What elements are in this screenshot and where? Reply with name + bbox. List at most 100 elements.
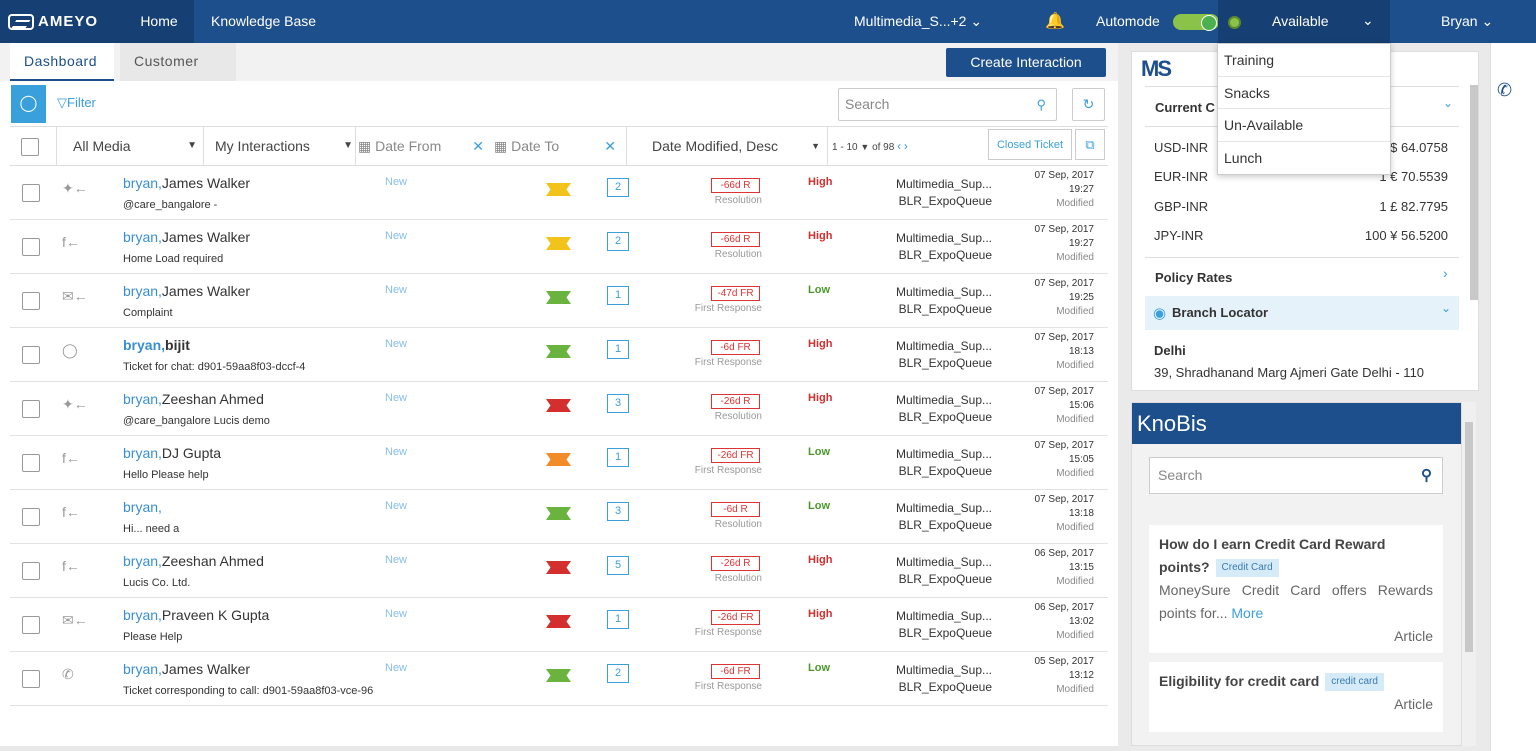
external-link-button[interactable]: ⧉ [1075,129,1105,160]
tab-customer[interactable]: Customer [120,43,236,81]
contact-names[interactable]: bryan,James Walker [123,283,251,299]
bottom-scroll-area [0,746,1118,751]
contact-names[interactable]: bryan,Zeeshan Ahmed [123,391,264,407]
contact-names[interactable]: bryan,James Walker [123,661,251,677]
bell-icon[interactable]: 🔔 [1045,13,1065,30]
user-menu[interactable]: Bryan ⌄ [1441,13,1494,29]
tab-dashboard[interactable]: Dashboard [10,43,114,81]
row-checkbox[interactable] [22,292,40,310]
queue-name: Multimedia_Sup... BLR_ExpoQueue [895,231,992,262]
lightbulb-icon[interactable]: ◯ [11,85,46,123]
table-row[interactable]: ✦← bryan,Zeeshan Ahmed @care_bangalore L… [10,382,1108,436]
message-count-badge: 2 [607,232,629,251]
contact-names[interactable]: bryan,James Walker [123,175,251,191]
interaction-subject: Hi... need a [123,523,180,535]
flag-icon [546,291,571,304]
email-icon: ✉← [62,288,88,304]
status-label: New [385,176,408,188]
flag-icon [546,561,571,574]
closed-ticket-button[interactable]: Closed Ticket [988,129,1072,160]
caret-down-icon: ▼ [860,142,870,152]
row-checkbox[interactable] [22,670,40,688]
status-option-lunch[interactable]: Lunch [1224,149,1263,166]
sla-badge: -66d R [711,232,760,247]
contact-names[interactable]: bryan,Zeeshan Ahmed [123,553,264,569]
sla-badge: -26d FR [711,610,760,625]
branch-address: 39, Shradhanand Marg Ajmeri Gate Delhi -… [1154,365,1425,380]
queue-selector[interactable]: Multimedia_S...+2 ⌄ [854,13,983,29]
chevron-left-icon[interactable]: ‹ [897,139,902,153]
table-row[interactable]: ✉← bryan,James Walker Complaint New 1 -4… [10,274,1108,328]
knowledge-article[interactable]: How do I earn Credit Card Reward points?… [1149,525,1443,653]
table-row[interactable]: ◯ bryan,bijit Ticket for chat: d901-59aa… [10,328,1108,382]
automode-toggle[interactable] [1173,14,1219,31]
status-selector[interactable]: Available ⌄ [1218,0,1390,43]
flag-icon [546,507,571,520]
filter-button[interactable]: ▽Filter [57,95,96,110]
chevron-down-icon[interactable]: ⌄ [1443,96,1454,110]
branch-locator-header[interactable]: ◉ Branch Locator ⌄ [1145,296,1459,330]
clear-icon[interactable]: ✕ [604,138,616,154]
rate-row: EUR-INR 1 € 70.5539 [1154,169,1448,184]
row-checkbox[interactable] [22,346,40,364]
select-all-checkbox[interactable] [21,127,39,165]
sort-select[interactable]: Date Modified, Desc ▼ [652,127,820,165]
interaction-subject: Complaint [123,307,173,319]
sla-badge: -6d FR [711,340,760,355]
status-option-unavailable[interactable]: Un-Available [1218,109,1390,142]
clear-icon[interactable]: ✕ [472,138,484,154]
row-checkbox[interactable] [22,400,40,418]
row-checkbox[interactable] [22,562,40,580]
contact-names[interactable]: bryan, [123,499,162,515]
status-option-training[interactable]: Training [1218,44,1390,77]
pagination[interactable]: 1 - 10 ▼ of 98 ‹ › [832,139,908,153]
date-to-input[interactable]: ▦ Date To ✕ [494,127,616,165]
row-checkbox[interactable] [22,238,40,256]
date-from-input[interactable]: ▦ Date From ✕ [358,127,484,165]
status-option-snacks[interactable]: Snacks [1218,77,1390,109]
more-link[interactable]: More [1231,605,1264,621]
create-interaction-button[interactable]: Create Interaction [946,48,1106,77]
interactions-filter[interactable]: My Interactions ▼ [215,127,353,165]
currency-section-heading[interactable]: Current C [1155,100,1215,115]
policy-rates-heading[interactable]: Policy Rates [1155,270,1233,285]
row-checkbox[interactable] [22,454,40,472]
priority-label: High [808,338,833,350]
sla-badge: -26d FR [711,448,760,463]
refresh-button[interactable]: ↻ [1072,88,1105,121]
table-row[interactable]: ✦← bryan,James Walker @care_bangalore - … [10,166,1108,220]
knowledge-article[interactable]: Eligibility for credit card credit card A… [1149,662,1443,732]
nav-knowledge-base[interactable]: Knowledge Base [211,13,317,29]
article-tag[interactable]: credit card [1325,673,1384,692]
sla-type: Resolution [714,519,762,530]
row-checkbox[interactable] [22,184,40,202]
top-navbar: AMEYO Home Knowledge Base Multimedia_S..… [0,0,1536,43]
chevron-right-icon[interactable]: › [1443,265,1448,281]
chevron-right-icon[interactable]: › [903,139,908,153]
chevron-down-icon: ⌄ [1362,12,1374,28]
contact-names[interactable]: bryan,James Walker [123,229,251,245]
table-row[interactable]: ✆ bryan,James Walker Ticket correspondin… [10,652,1108,706]
nav-home[interactable]: Home [124,0,194,43]
row-checkbox[interactable] [22,508,40,526]
scrollbar[interactable] [1470,85,1478,300]
contact-names[interactable]: bryan,bijit [123,337,190,353]
row-checkbox[interactable] [22,616,40,634]
queue-name: Multimedia_Sup... BLR_ExpoQueue [895,663,992,694]
media-filter[interactable]: All Media ▼ [73,127,203,165]
phone-icon[interactable]: ✆ [1497,80,1513,100]
table-row[interactable]: f← bryan, Hi... need a New 3 -6d R Resol… [10,490,1108,544]
contact-names[interactable]: bryan,Praveen K Gupta [123,607,270,623]
table-row[interactable]: f← bryan,Zeeshan Ahmed Lucis Co. Ltd. Ne… [10,544,1108,598]
knobis-search-input[interactable]: Search ⚲ [1149,457,1443,494]
search-input[interactable]: Search ⚲ [838,88,1057,121]
article-tag[interactable]: Credit Card [1215,559,1279,578]
table-row[interactable]: ✉← bryan,Praveen K Gupta Please Help New… [10,598,1108,652]
modified-date: 07 Sep, 2017 13:18 Modified [1034,494,1095,533]
table-row[interactable]: f← bryan,James Walker Home Load required… [10,220,1108,274]
table-row[interactable]: f← bryan,DJ Gupta Hello Please help New … [10,436,1108,490]
status-label: New [385,446,408,458]
message-count-badge: 1 [607,448,629,467]
contact-names[interactable]: bryan,DJ Gupta [123,445,222,461]
scrollbar[interactable] [1462,402,1476,746]
